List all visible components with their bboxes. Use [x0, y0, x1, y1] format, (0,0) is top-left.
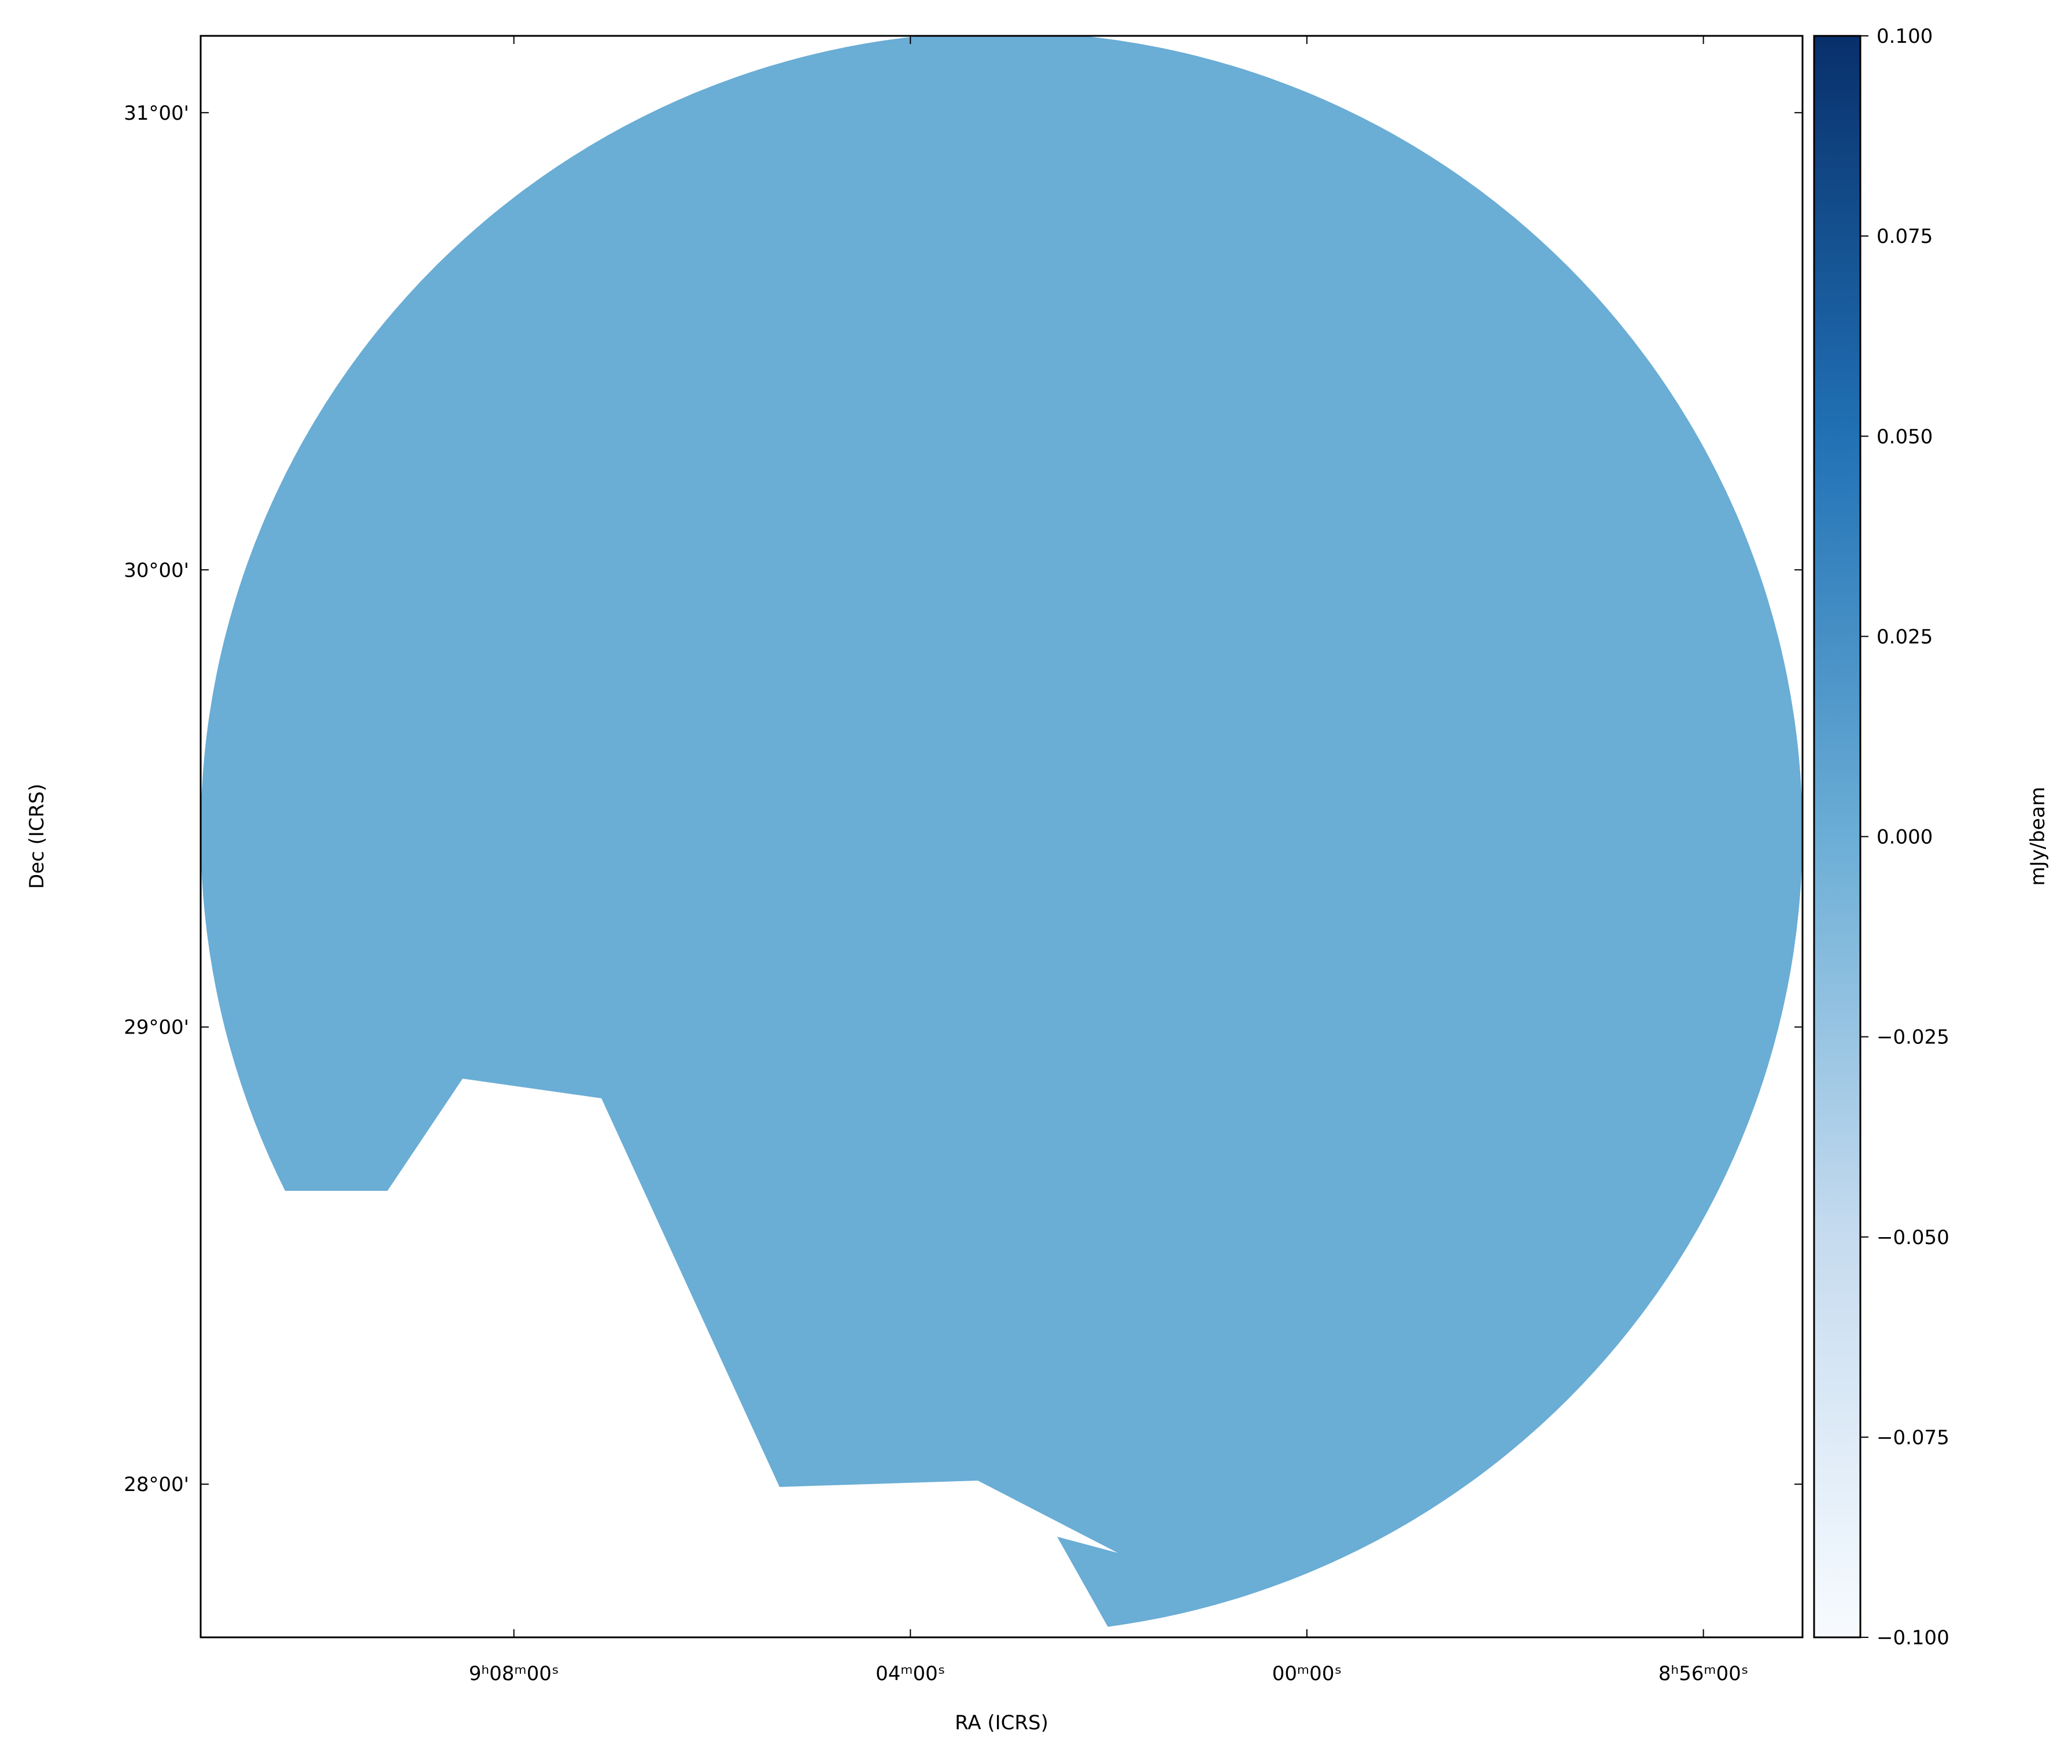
y-tick-label: 29°00' — [124, 1016, 189, 1039]
colorbar-tick-label: −0.050 — [1877, 1226, 1949, 1249]
x-tick-label: 00ᵐ00ˢ — [1272, 1662, 1342, 1685]
y-tick-label: 31°00' — [124, 102, 189, 125]
colorbar-tick-label: 0.050 — [1877, 425, 1933, 448]
x-tick-label: 04ᵐ00ˢ — [876, 1662, 945, 1685]
x-tick-label: 9ʰ08ᵐ00ˢ — [469, 1662, 559, 1685]
colorbar-tick-label: −0.075 — [1877, 1426, 1949, 1449]
x-tick-label: 8ʰ56ᵐ00ˢ — [1659, 1662, 1749, 1685]
colorbar-label: mJy/beam — [2026, 787, 2049, 885]
y-axis-label: Dec (ICRS) — [25, 784, 49, 889]
colorbar-tick-label: 0.075 — [1877, 225, 1933, 248]
colorbar-tick-label: 0.100 — [1877, 25, 1933, 48]
x-axis-label: RA (ICRS) — [955, 1711, 1048, 1735]
colorbar-tick-label: −0.025 — [1877, 1026, 1949, 1049]
colorbar — [1813, 35, 1862, 1638]
axes-frame — [200, 35, 1804, 1638]
y-tick-label: 28°00' — [124, 1473, 189, 1496]
colorbar-tick-label: 0.000 — [1877, 826, 1933, 849]
colorbar-tick-label: 0.025 — [1877, 625, 1933, 648]
sky-image — [201, 36, 1803, 1637]
colorbar-tick-label: −0.100 — [1877, 1626, 1949, 1649]
y-tick-label: 30°00' — [124, 559, 189, 582]
